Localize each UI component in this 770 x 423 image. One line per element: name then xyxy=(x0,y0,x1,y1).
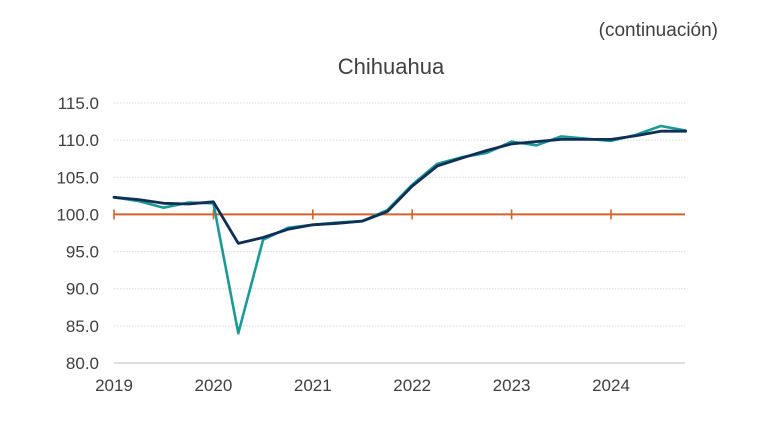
y-tick-label: 95.0 xyxy=(66,243,99,262)
y-tick-label: 85.0 xyxy=(66,317,99,336)
y-tick-label: 110.0 xyxy=(58,131,99,150)
x-tick-label: 2022 xyxy=(393,376,431,395)
y-tick-label: 105.0 xyxy=(56,168,99,187)
x-tick-label: 2024 xyxy=(592,376,630,395)
y-tick-label: 80.0 xyxy=(66,354,99,373)
continuation-note: (continuación) xyxy=(598,20,718,41)
series-line-teal xyxy=(112,124,687,335)
x-axis: 2019 2020 2021 2022 2023 2024 xyxy=(95,362,685,395)
x-tick-label: 2019 xyxy=(95,376,133,395)
y-tick-label: 115.0 xyxy=(58,94,99,113)
x-tick-label: 2021 xyxy=(294,376,332,395)
chart-title: Chihuahua xyxy=(337,54,445,79)
series-lines xyxy=(112,124,687,335)
x-tick-label: 2020 xyxy=(194,376,232,395)
x-tick-label: 2023 xyxy=(493,376,531,395)
reference-line xyxy=(113,209,685,220)
y-tick-label: 100.0 xyxy=(56,205,99,224)
series-line-navy xyxy=(112,129,687,245)
y-tick-label: 90.0 xyxy=(66,280,99,299)
y-axis-ticks: 80.0 85.0 90.0 95.0 100.0 105.0 110.0 115.0 xyxy=(56,94,99,373)
